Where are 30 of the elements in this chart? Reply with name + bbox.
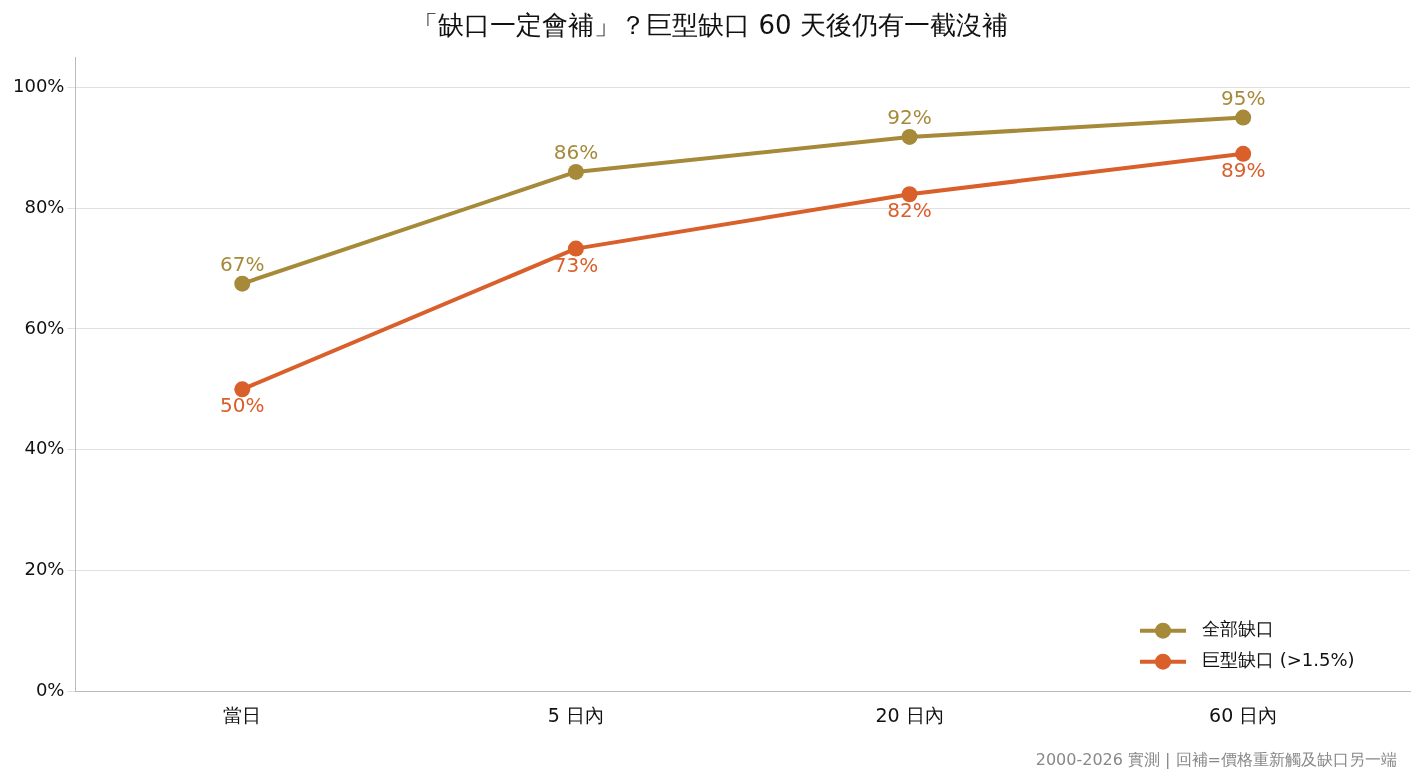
point — [901, 186, 918, 203]
y-tick-label: 40% — [24, 437, 65, 459]
x-tick-label: 60 日內 — [1209, 703, 1278, 726]
data-label: 82% — [887, 198, 932, 223]
point — [234, 275, 251, 292]
legend-label: 巨型缺口 (>1.5%) — [1202, 649, 1355, 671]
x-tick-label: 5 日內 — [547, 703, 604, 726]
data-label: 92% — [887, 105, 932, 130]
data-label: 89% — [1220, 158, 1266, 183]
data-label: 67% — [220, 251, 265, 276]
data-label: 73% — [553, 252, 599, 277]
data-label: 95% — [1220, 85, 1266, 110]
point — [1235, 109, 1252, 126]
point — [234, 381, 251, 398]
y-tick-label: 0% — [35, 678, 65, 700]
text: 2000-2026 實測 | 回補=價格重新觸及缺口另一端 — [1035, 750, 1397, 770]
point — [567, 240, 584, 257]
y-tick-label: 100% — [12, 75, 65, 97]
chart-title: 「缺口一定會補」？巨型缺口 60 天後仍有一截沒補 — [412, 10, 1008, 41]
point — [567, 163, 584, 180]
data-label: 86% — [553, 140, 599, 165]
x-tick-label: 當日 — [223, 703, 262, 726]
point — [901, 128, 918, 145]
point — [1235, 145, 1252, 162]
legend-label: 全部缺口 — [1202, 618, 1274, 640]
x-tick-label: 20 日內 — [875, 703, 944, 726]
y-tick-label: 20% — [24, 558, 65, 580]
y-tick-label: 60% — [24, 316, 65, 338]
y-tick-label: 80% — [24, 195, 65, 217]
data-label: 50% — [220, 393, 265, 418]
